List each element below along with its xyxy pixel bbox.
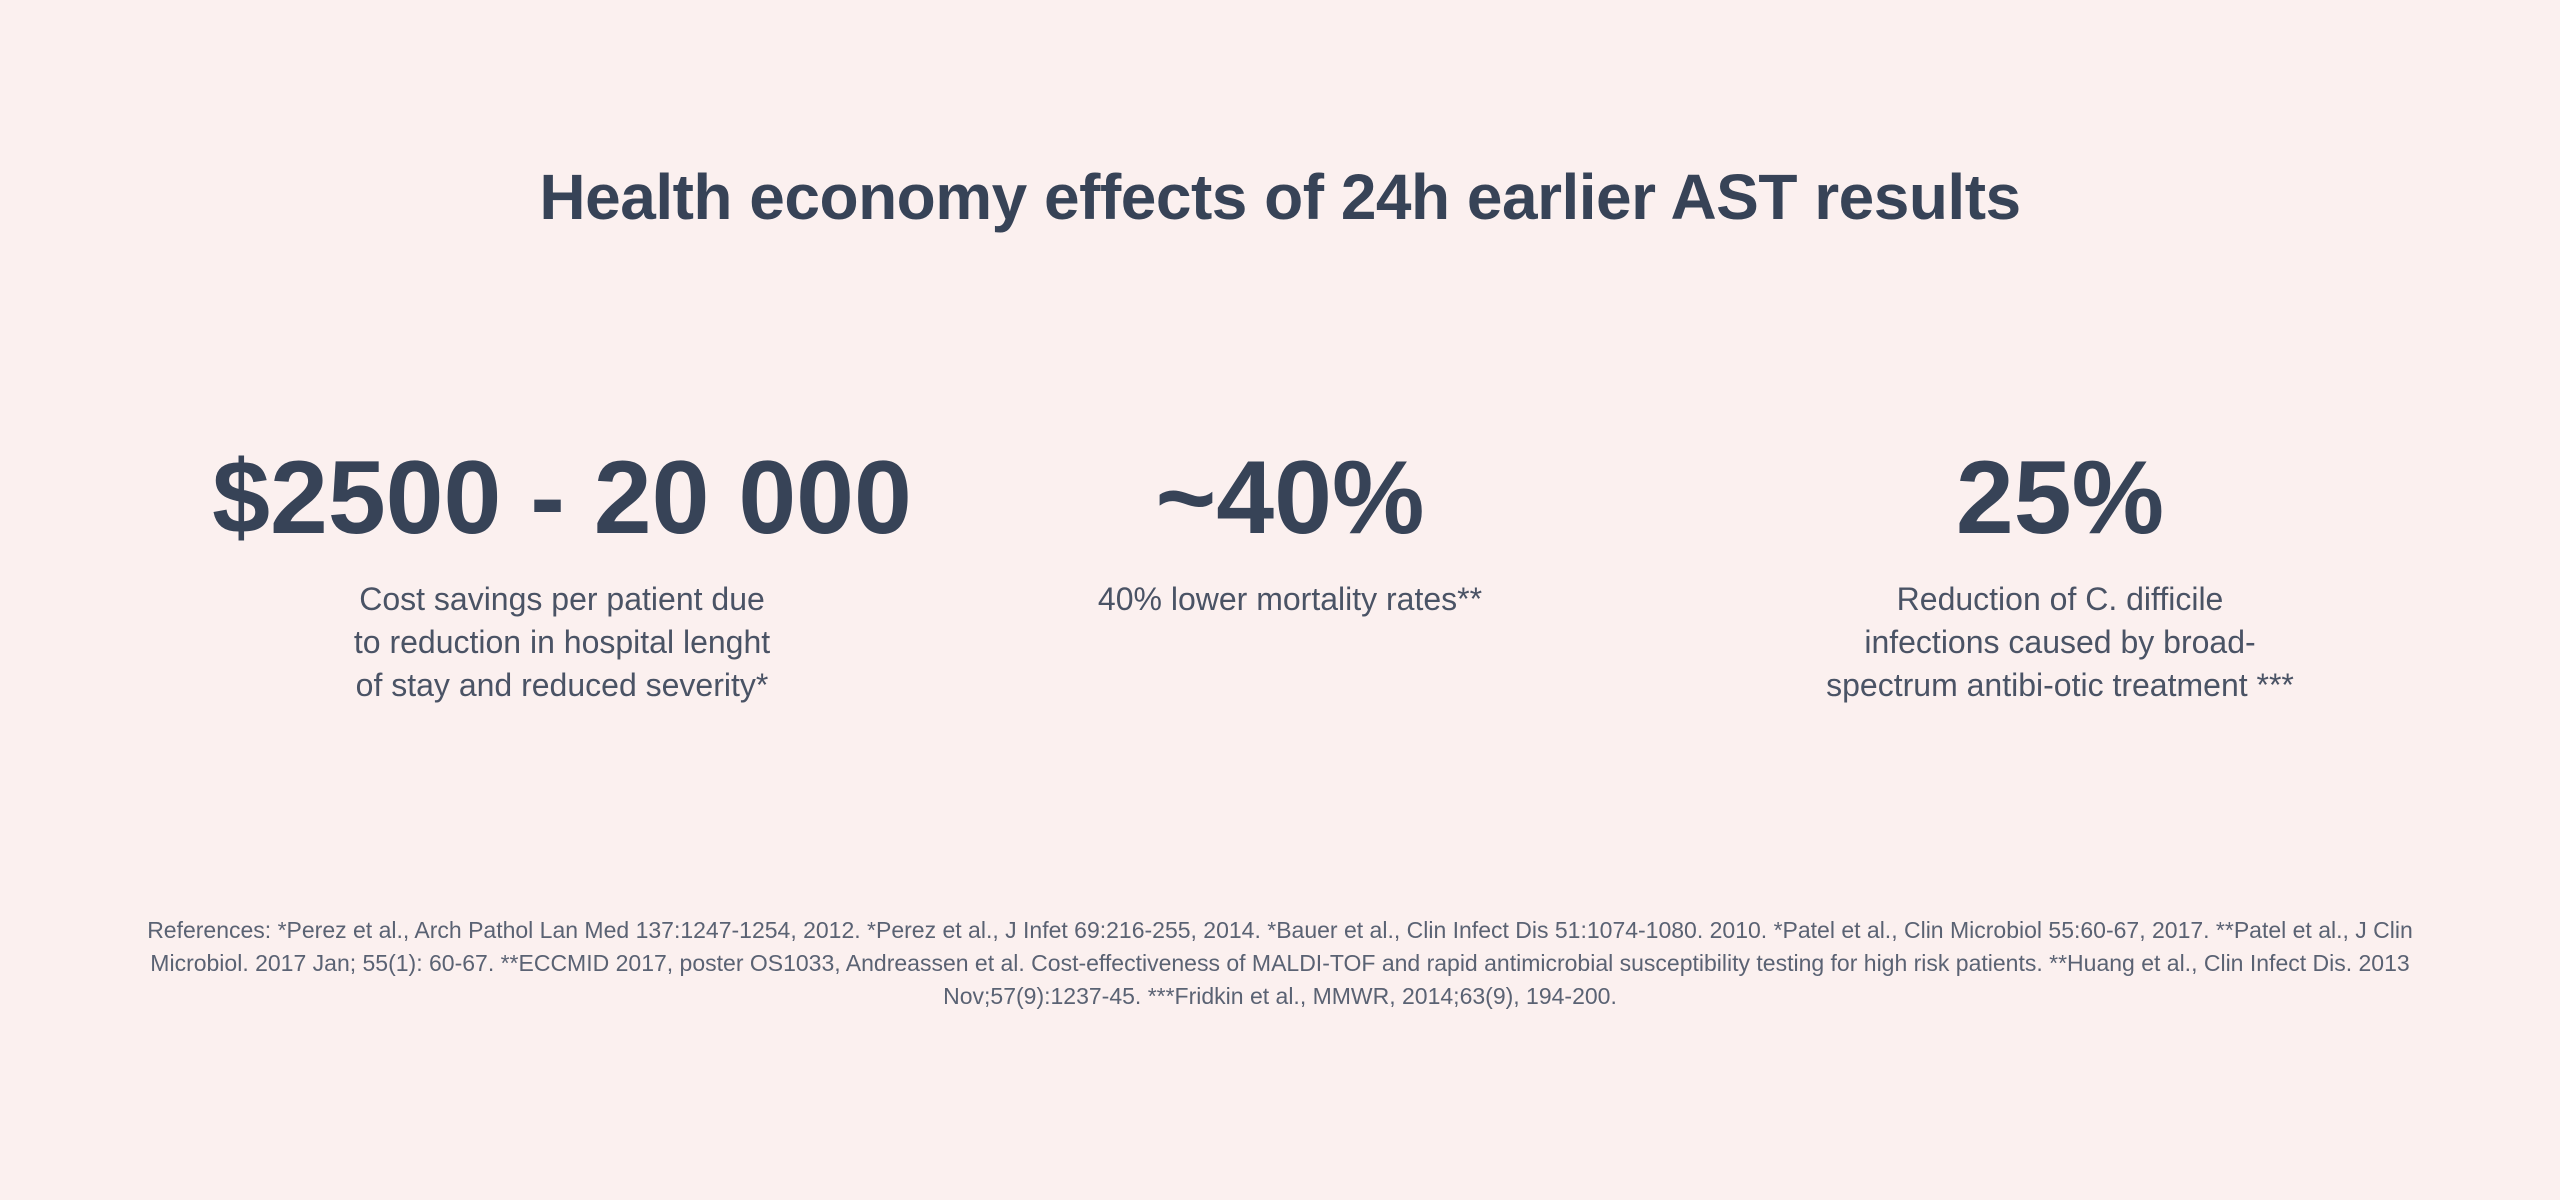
stat-description: Reduction of C. difficile infections cau… <box>1826 581 2294 703</box>
stat-description: 40% lower mortality rates** <box>1097 581 1483 617</box>
stat-value: $2500 - 20 000 <box>212 440 912 556</box>
stat-value: ~40% <box>1155 440 1425 556</box>
stat-description: Cost savings per patient due to reductio… <box>353 581 771 703</box>
references-text: References: *Perez et al., Arch Pathol L… <box>147 917 2413 1009</box>
stat-value: 25% <box>1955 440 2165 556</box>
stat-mortality: ~40% 40% lower mortality rates** <box>980 438 1600 621</box>
page-title: Health economy effects of 24h earlier AS… <box>539 161 2021 233</box>
stat-c-difficile: 25% Reduction of C. difficile infections… <box>1700 438 2420 707</box>
stat-cost-savings: $2500 - 20 000 Cost savings per patient … <box>182 438 942 707</box>
